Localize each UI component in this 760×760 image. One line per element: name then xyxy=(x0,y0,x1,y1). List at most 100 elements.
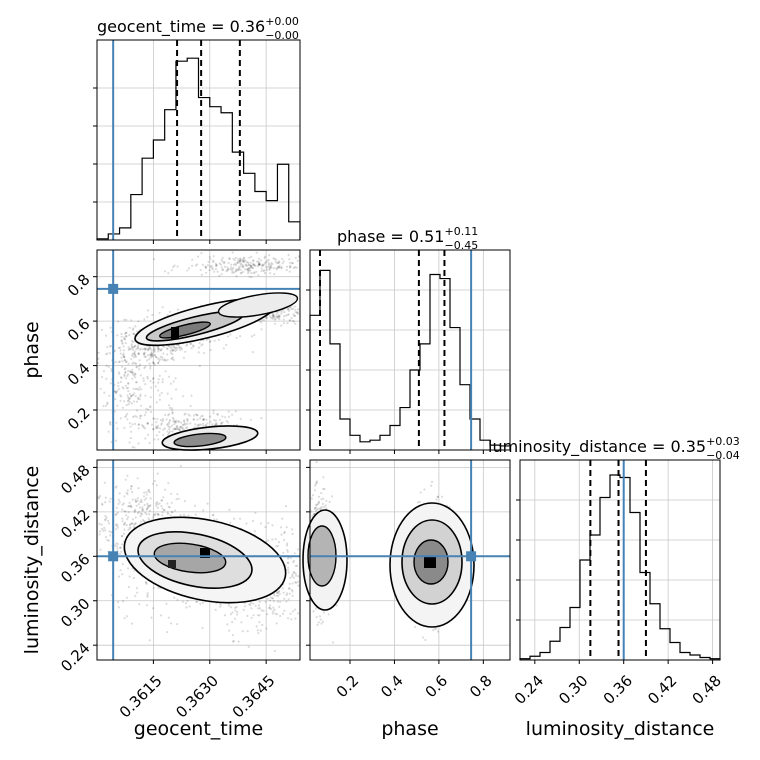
sample-point xyxy=(131,498,134,501)
sample-point xyxy=(323,487,326,491)
sample-point xyxy=(134,381,138,384)
sample-point xyxy=(129,504,132,507)
scatter-panel-phase-distance xyxy=(302,459,511,664)
sample-point xyxy=(159,419,163,422)
sample-point xyxy=(161,358,164,361)
sample-point xyxy=(265,316,268,319)
sample-point xyxy=(256,265,260,268)
sample-point xyxy=(316,623,319,627)
sample-point xyxy=(127,373,130,376)
sample-point xyxy=(265,266,268,269)
sample-point xyxy=(125,331,128,334)
sample-point xyxy=(148,509,152,512)
sample-point xyxy=(278,590,281,593)
sample-point xyxy=(289,556,293,560)
sample-point xyxy=(317,621,320,624)
sample-point xyxy=(176,598,179,602)
sample-point xyxy=(128,334,131,337)
sample-point xyxy=(137,388,140,391)
sample-point xyxy=(271,263,274,266)
sample-point xyxy=(272,313,275,316)
sample-point xyxy=(293,314,296,318)
sample-point xyxy=(319,618,322,621)
sample-point xyxy=(211,268,214,271)
sample-point xyxy=(167,505,170,508)
sample-point xyxy=(156,501,159,504)
sample-point xyxy=(143,351,146,354)
sample-point xyxy=(253,333,256,337)
sample-point xyxy=(133,374,136,377)
sample-point xyxy=(163,345,166,348)
sample-point xyxy=(135,415,138,418)
sample-point xyxy=(173,264,176,267)
sample-point xyxy=(170,269,173,272)
sample-point xyxy=(108,500,111,503)
sample-point xyxy=(175,348,178,351)
sample-point xyxy=(252,263,255,267)
sample-point xyxy=(271,538,274,541)
sample-point xyxy=(125,335,128,338)
sample-point xyxy=(161,511,164,514)
sample-point xyxy=(200,252,203,255)
sample-point xyxy=(260,259,263,262)
contour-line xyxy=(173,432,227,448)
sample-point xyxy=(266,316,269,319)
sample-point xyxy=(314,484,317,487)
sample-point xyxy=(206,264,210,267)
sample-point xyxy=(132,415,135,418)
sample-point xyxy=(230,606,233,609)
sample-point xyxy=(201,422,205,425)
sample-point xyxy=(137,352,140,355)
sample-point xyxy=(247,263,250,266)
sample-point xyxy=(181,427,184,430)
sample-point xyxy=(117,384,120,388)
sample-point xyxy=(169,382,172,385)
sample-point xyxy=(147,504,150,507)
sample-point xyxy=(258,614,261,617)
sample-point xyxy=(153,258,156,261)
sample-point xyxy=(273,318,276,321)
sample-point xyxy=(147,505,150,508)
sample-point xyxy=(137,503,140,506)
sample-point xyxy=(213,418,216,422)
sample-point xyxy=(123,523,126,526)
sample-point xyxy=(168,406,172,409)
sample-point xyxy=(120,335,123,338)
sample-point xyxy=(159,614,163,617)
sample-point xyxy=(130,402,133,405)
sample-point xyxy=(293,314,296,317)
sample-point xyxy=(128,501,131,504)
sample-point xyxy=(178,427,181,431)
sample-point xyxy=(102,529,105,532)
sample-point xyxy=(291,532,294,536)
sample-point xyxy=(125,524,128,527)
x-axis-label: geocent_time xyxy=(134,718,263,740)
title-text: geocent_time = 0.36 xyxy=(97,17,265,37)
sample-point xyxy=(272,316,275,319)
sample-point xyxy=(223,614,227,617)
sample-point xyxy=(100,502,104,505)
sample-point xyxy=(191,258,194,261)
sample-point xyxy=(171,412,174,415)
sample-point xyxy=(145,347,148,351)
sample-point xyxy=(296,548,299,551)
sample-point xyxy=(147,349,150,352)
sample-point xyxy=(126,418,129,421)
sample-point xyxy=(269,607,272,611)
sample-point xyxy=(314,506,317,509)
sample-point xyxy=(233,517,236,520)
sample-point xyxy=(185,343,189,346)
sample-point xyxy=(119,417,122,420)
sample-point xyxy=(436,630,439,633)
sample-point xyxy=(131,348,135,352)
sample-point xyxy=(201,414,204,417)
sample-point xyxy=(234,262,237,265)
sample-point xyxy=(271,597,274,600)
sample-point xyxy=(160,499,164,502)
sample-point xyxy=(274,612,277,615)
sample-point xyxy=(200,273,203,276)
sample-point xyxy=(172,428,175,431)
sample-point xyxy=(269,596,272,599)
sample-point xyxy=(158,398,161,401)
sample-point xyxy=(138,398,141,401)
